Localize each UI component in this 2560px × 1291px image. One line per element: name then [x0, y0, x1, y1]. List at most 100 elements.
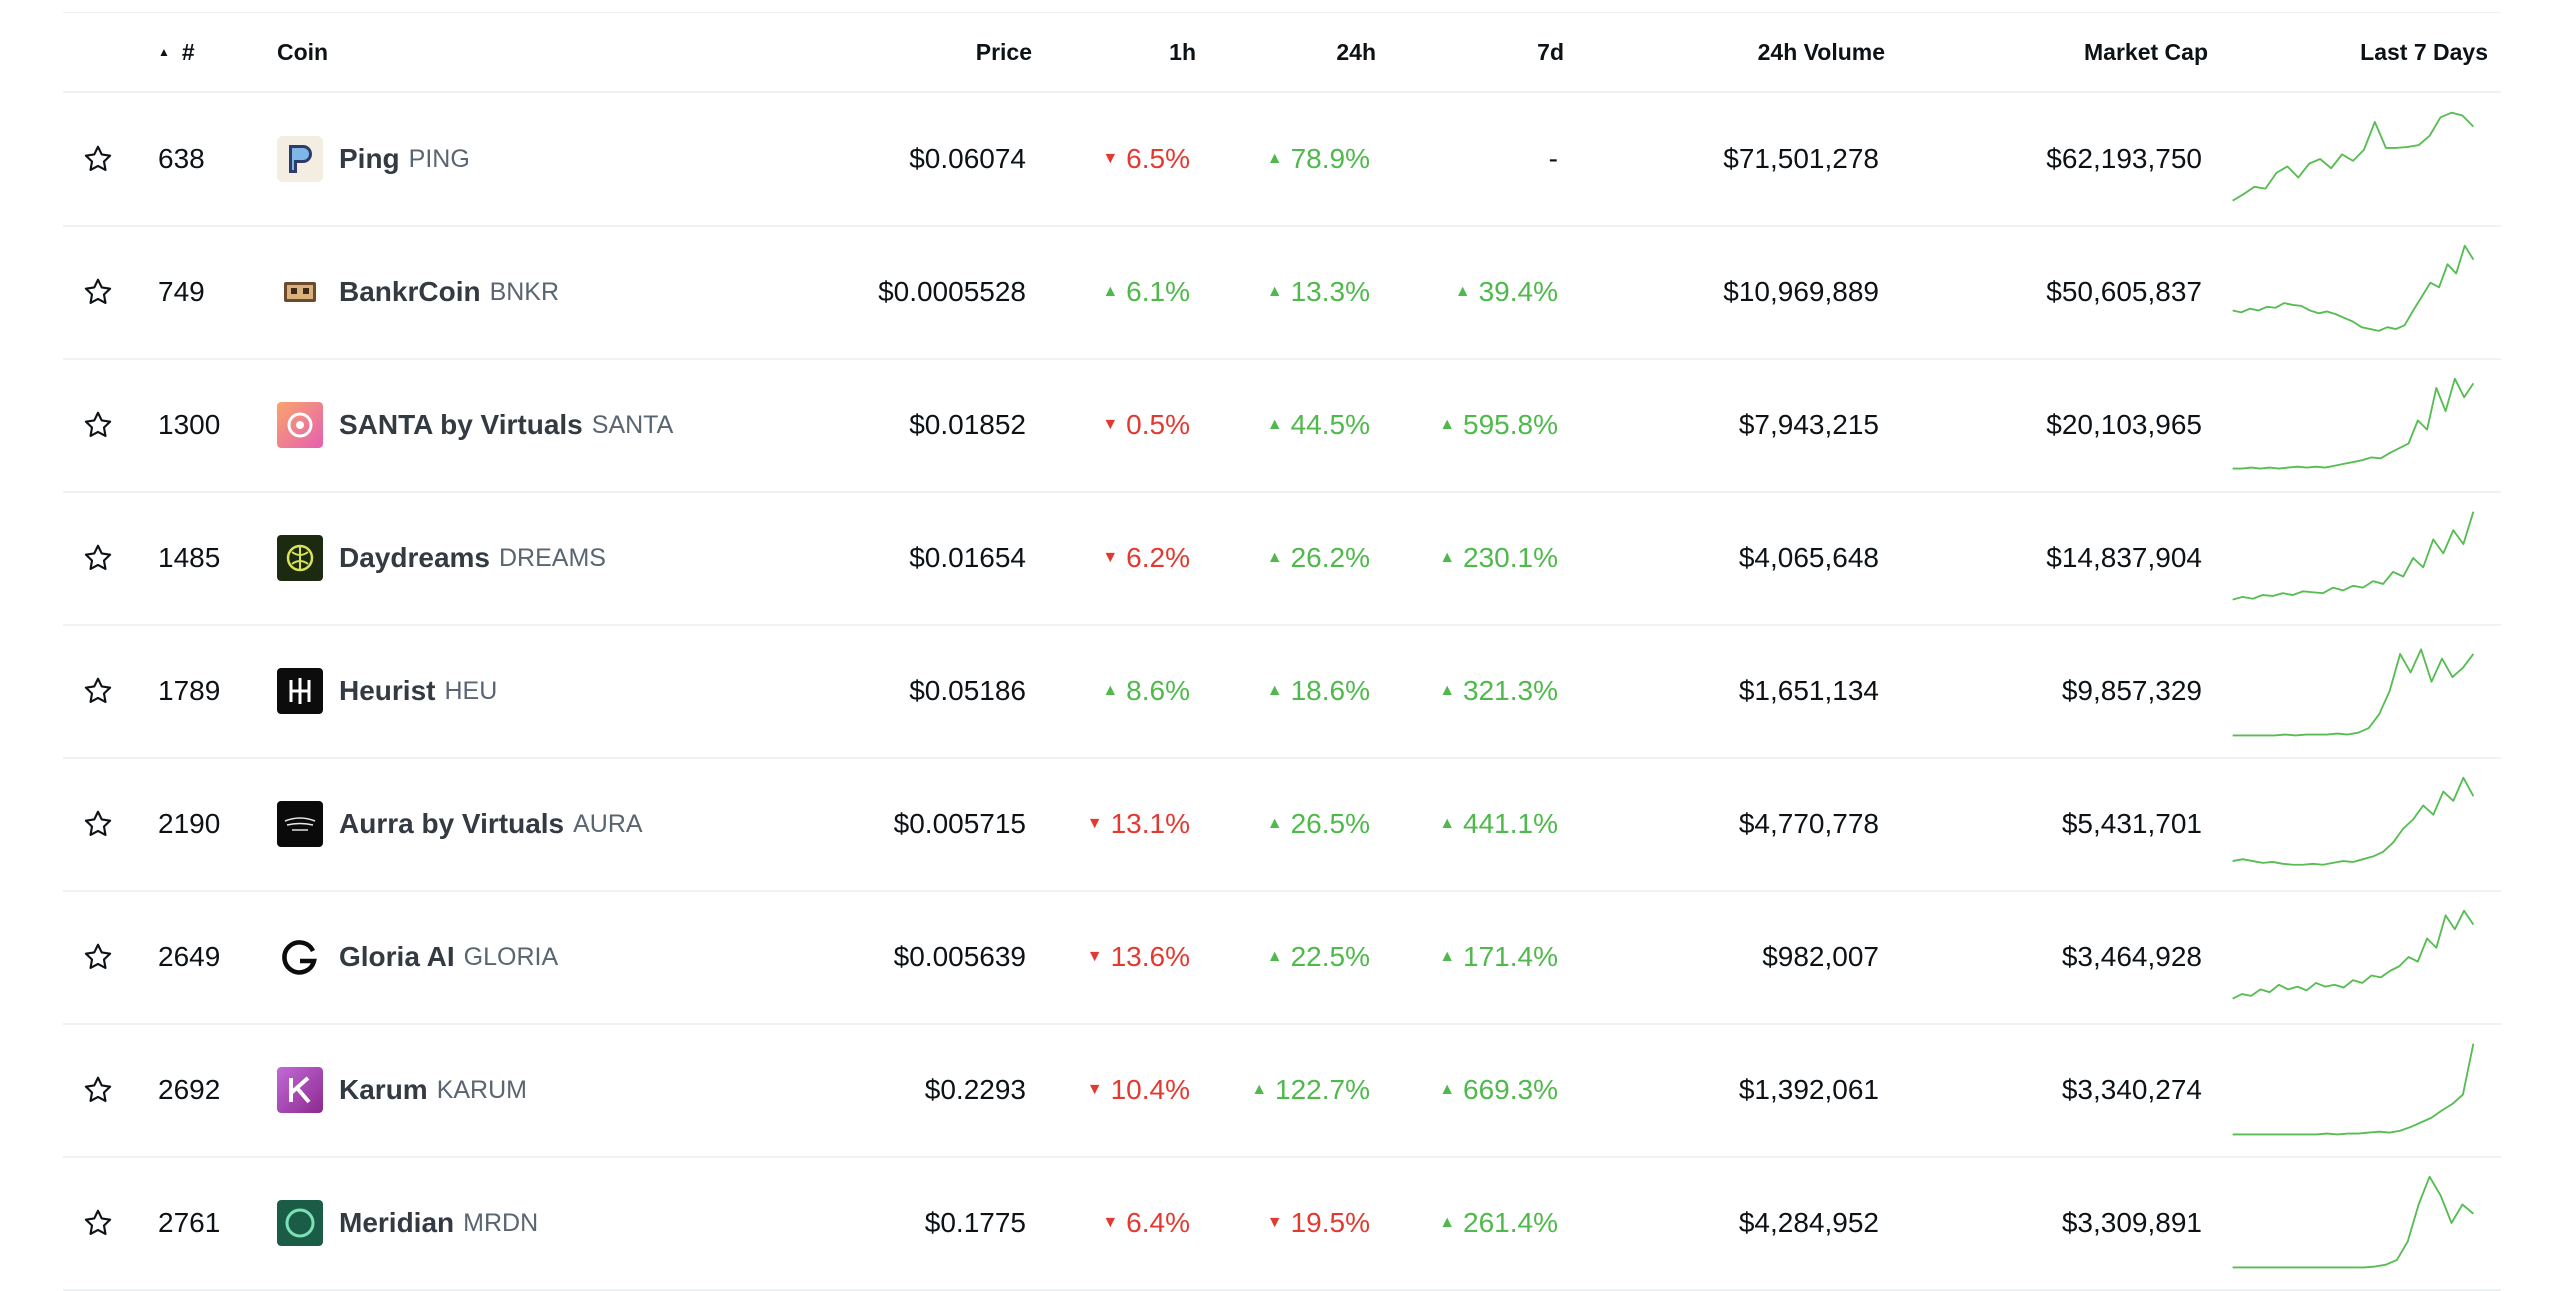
- d7-header[interactable]: 7d: [1383, 13, 1564, 91]
- favorite-star-icon[interactable]: [82, 359, 114, 491]
- price-value: $0.01852: [909, 409, 1026, 440]
- volume-cell: $10,969,889: [1583, 226, 1879, 358]
- h1-change-text: 13.6%: [1110, 941, 1190, 972]
- h1-change-value: ▼ 13.6%: [1087, 941, 1190, 973]
- sparkline-cell: [2223, 625, 2488, 757]
- sort-asc-icon: ▲: [158, 45, 170, 59]
- rank-value: 1300: [158, 409, 221, 440]
- ping-logo: [277, 136, 323, 182]
- coin-name[interactable]: BankrCoin: [339, 276, 481, 307]
- coin-cell[interactable]: Gloria AI GLORIA: [277, 891, 558, 1023]
- rank-value: 2649: [158, 941, 221, 972]
- table-row[interactable]: 2692 Karum KARUM $0.2293 ▼ 10.4% ▲ 122.7% …: [63, 1024, 2501, 1158]
- coin-cell[interactable]: Heurist HEU: [277, 625, 497, 757]
- coin-header[interactable]: Coin: [277, 13, 328, 91]
- trend-up-icon: ▲: [1266, 150, 1283, 167]
- h24-change-value: ▲ 44.5%: [1267, 409, 1370, 441]
- coin-cell[interactable]: Meridian MRDN: [277, 1157, 538, 1289]
- rank-header[interactable]: ▲ #: [158, 13, 195, 91]
- coin-header-label: Coin: [277, 38, 329, 65]
- coin-symbol: GLORIA: [463, 942, 559, 971]
- favorite-star-icon[interactable]: [82, 1157, 114, 1289]
- coin-cell[interactable]: Daydreams DREAMS: [277, 492, 606, 624]
- favorite-star-icon[interactable]: [82, 93, 114, 225]
- trend-up-icon: ▲: [1266, 416, 1283, 433]
- sparkline-chart: [2232, 1175, 2474, 1269]
- aurra-logo: [277, 801, 323, 847]
- price-cell: $0.2293: [703, 1024, 1026, 1156]
- volume-cell: $4,770,778: [1583, 758, 1879, 890]
- karum-logo: [277, 1067, 323, 1113]
- volume-cell: $1,651,134: [1583, 625, 1879, 757]
- sparkline-line: [2232, 776, 2475, 866]
- coin-name[interactable]: Heurist: [339, 675, 436, 706]
- table-row[interactable]: 2649 Gloria AI GLORIA $0.005639 ▼ 13.6% ▲…: [63, 891, 2501, 1025]
- trend-down-icon: ▼: [1266, 1214, 1283, 1231]
- sparkline-line: [2232, 648, 2475, 737]
- mcap-value: $3,309,891: [2061, 1207, 2202, 1238]
- favorite-star-icon[interactable]: [82, 492, 114, 624]
- h24-change-cell: ▲ 122.7%: [1203, 1024, 1370, 1156]
- h1-header[interactable]: 1h: [1043, 13, 1196, 91]
- d7-change-value: ▲ 441.1%: [1439, 808, 1558, 840]
- coin-name[interactable]: SANTA by Virtuals: [339, 409, 583, 440]
- h24-header[interactable]: 24h: [1203, 13, 1376, 91]
- table-row[interactable]: 2190 Aurra by Virtuals AURA $0.005715 ▼ 1…: [63, 758, 2501, 892]
- coin-cell[interactable]: BankrCoin BNKR: [277, 226, 559, 358]
- favorite-star-icon[interactable]: [82, 1024, 114, 1156]
- meridian-logo: [277, 1200, 323, 1246]
- price-cell: $0.0005528: [703, 226, 1026, 358]
- table-row[interactable]: 749 BankrCoin BNKR $0.0005528 ▲ 6.1% ▲ 13.…: [63, 226, 2501, 360]
- favorite-star-icon[interactable]: [82, 625, 114, 757]
- favorite-star-icon[interactable]: [82, 226, 114, 358]
- h1-change-value: ▲ 6.1%: [1102, 276, 1190, 308]
- trend-down-icon: ▼: [1102, 1214, 1119, 1231]
- volume-cell: $982,007: [1583, 891, 1879, 1023]
- mcap-header[interactable]: Market Cap: [1903, 13, 2208, 91]
- volume-header[interactable]: 24h Volume: [1583, 13, 1885, 91]
- h24-change-value: ▲ 26.2%: [1267, 542, 1370, 574]
- table-row[interactable]: 2761 Meridian MRDN $0.1775 ▼ 6.4% ▼ 19.5% …: [63, 1157, 2501, 1291]
- coin-name[interactable]: Karum: [339, 1074, 428, 1105]
- price-value: $0.01654: [909, 542, 1026, 573]
- favorite-star-icon[interactable]: [82, 891, 114, 1023]
- mcap-cell: $9,857,329: [1903, 625, 2202, 757]
- mcap-value: $14,837,904: [2046, 542, 2202, 573]
- volume-cell: $7,943,215: [1583, 359, 1879, 491]
- coin-name[interactable]: Gloria AI: [339, 941, 455, 972]
- volume-value: $982,007: [1762, 941, 1879, 972]
- table-row[interactable]: 1485 Daydreams DREAMS $0.01654 ▼ 6.2% ▲ 26…: [63, 492, 2501, 626]
- mcap-value: $3,340,274: [2061, 1074, 2202, 1105]
- h24-change-value: ▼ 19.5%: [1267, 1207, 1370, 1239]
- coin-name[interactable]: Ping: [339, 143, 400, 174]
- coin-cell[interactable]: Karum KARUM: [277, 1024, 527, 1156]
- d7-change-value: -: [1549, 143, 1558, 175]
- h1-change-value: ▼ 6.5%: [1102, 143, 1190, 175]
- coin-name[interactable]: Meridian: [339, 1207, 455, 1238]
- price-value: $0.005715: [893, 808, 1026, 839]
- favorite-star-icon[interactable]: [82, 758, 114, 890]
- coin-cell[interactable]: Aurra by Virtuals AURA: [277, 758, 643, 890]
- coin-cell[interactable]: Ping PING: [277, 93, 470, 225]
- volume-value: $1,651,134: [1738, 675, 1879, 706]
- coin-name[interactable]: Daydreams: [339, 542, 490, 573]
- mcap-cell: $3,340,274: [1903, 1024, 2202, 1156]
- table-row[interactable]: 1789 Heurist HEU $0.05186 ▲ 8.6% ▲ 18.6% ▲…: [63, 625, 2501, 759]
- sparkline-chart: [2232, 648, 2475, 737]
- d7-change-cell: ▲ 321.3%: [1383, 625, 1558, 757]
- trend-up-icon: ▲: [1439, 1081, 1456, 1098]
- coin-cell[interactable]: SANTA by Virtuals SANTA: [277, 359, 673, 491]
- table-row[interactable]: 1300 SANTA by Virtuals SANTA $0.01852 ▼ 0…: [63, 359, 2501, 493]
- h1-header-label: 1h: [1169, 38, 1196, 65]
- coin-symbol: MRDN: [463, 1208, 539, 1237]
- h24-change-cell: ▲ 22.5%: [1203, 891, 1370, 1023]
- sparkline-line: [2232, 244, 2475, 332]
- sparkline-cell: [2223, 758, 2488, 890]
- coin-name[interactable]: Aurra by Virtuals: [339, 808, 565, 839]
- spark-header: Last 7 Days: [2223, 13, 2488, 91]
- h24-header-label: 24h: [1336, 38, 1376, 65]
- price-header[interactable]: Price: [703, 13, 1032, 91]
- table-row[interactable]: 638 Ping PING $0.06074 ▼ 6.5% ▲ 78.9% - $7…: [63, 93, 2501, 227]
- gloria-logo: [277, 934, 323, 980]
- trend-up-icon: ▲: [1266, 682, 1283, 699]
